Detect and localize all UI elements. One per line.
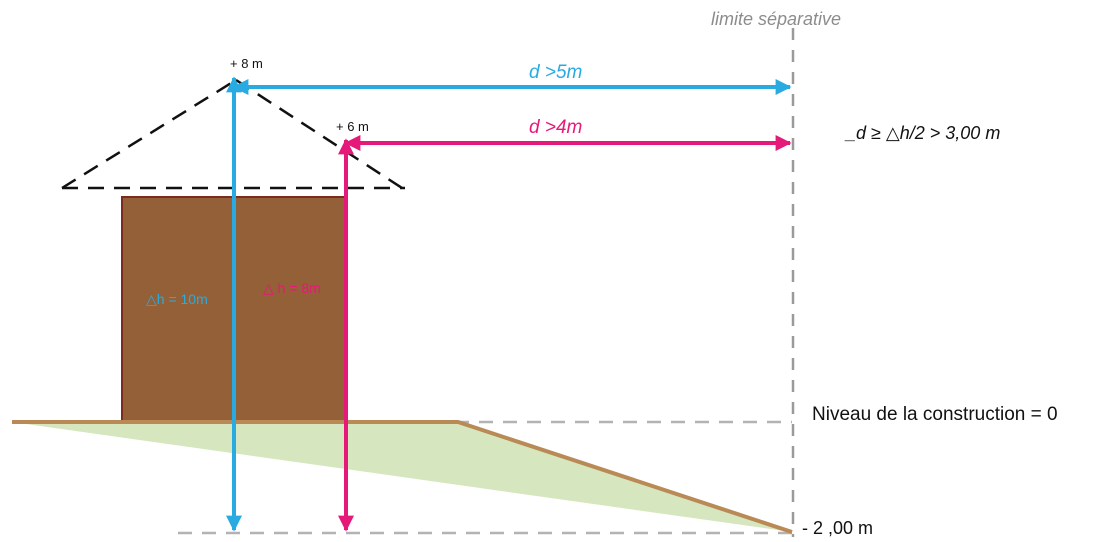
- top-blue-level-label: + 8 m: [230, 56, 263, 71]
- pink-distance-label: d >4m: [529, 117, 582, 138]
- low-level-label: - 2 ,00 m: [802, 518, 873, 537]
- pink-height-label: △ h = 8m: [263, 280, 321, 296]
- ground-level-label: Niveau de la construction = 0: [812, 404, 1058, 425]
- ground-line: [12, 420, 793, 534]
- terrain-fill: [12, 422, 792, 532]
- blue-distance-label: d >5m: [529, 62, 582, 83]
- boundary-label: limite séparative: [711, 9, 841, 29]
- roof-left-slope: [61, 78, 237, 190]
- roof-right-slope: [235, 78, 403, 190]
- top-pink-level-label: + 6 m: [336, 119, 369, 134]
- setback-rule-label: _d ≥ △h/2 > 3,00 m: [844, 123, 1000, 143]
- blue-height-label: △h = 10m: [146, 291, 208, 307]
